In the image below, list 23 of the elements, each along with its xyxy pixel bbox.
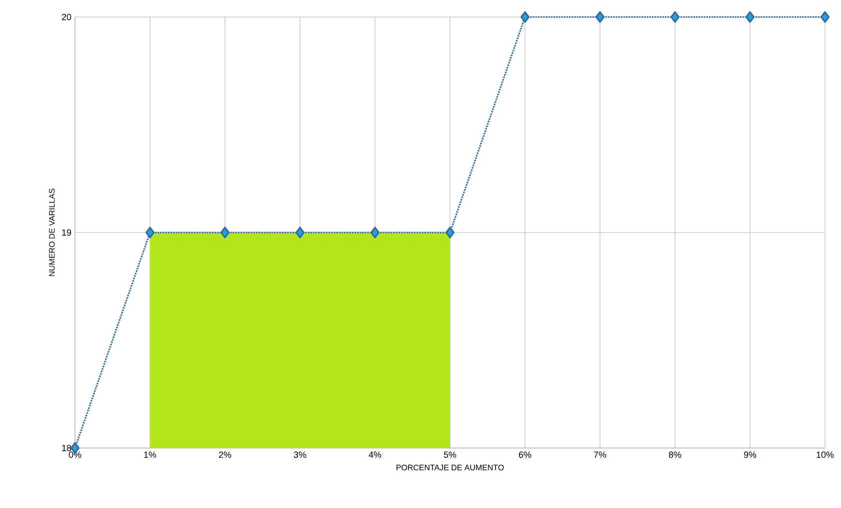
point (370, 226, 380, 238)
point (520, 11, 530, 23)
x-tick-label: 2% (218, 452, 232, 458)
x-tick-label: 8% (668, 452, 682, 458)
y-tick-label: 19 (62, 229, 72, 236)
y-tick-label: 18 (62, 444, 72, 452)
x-tick-label: 3% (294, 452, 306, 458)
point (670, 11, 680, 23)
point (595, 11, 605, 23)
x-tick-label: 9% (744, 452, 756, 458)
point (145, 226, 155, 238)
x-tick-label: 6% (518, 452, 532, 458)
x-tick-label: 7% (594, 452, 606, 458)
point (220, 226, 230, 238)
x-tick-label: 4% (368, 452, 382, 458)
x-tick-label: 10% (816, 452, 834, 458)
x-tick-label: 1% (144, 452, 156, 458)
point (295, 226, 305, 238)
point (745, 11, 755, 23)
point (820, 11, 830, 23)
point (445, 226, 455, 238)
y-tick-label: 20 (62, 14, 72, 20)
x-tick-label: 5% (444, 452, 456, 458)
